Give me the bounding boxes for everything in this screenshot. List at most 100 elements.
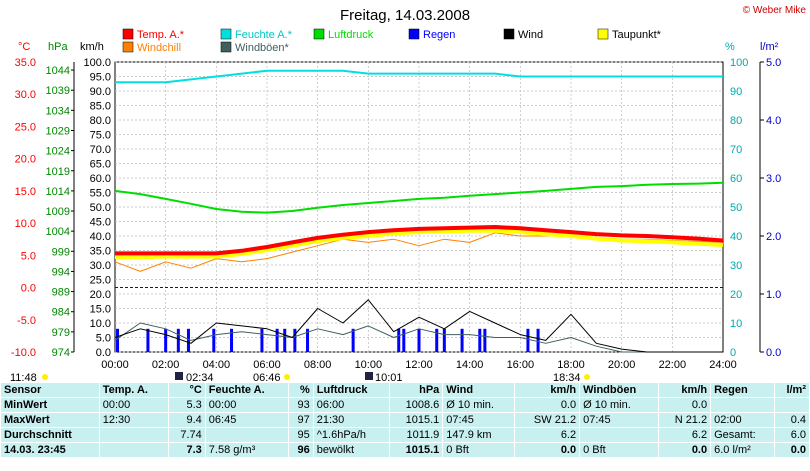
table-cell: 7.58 g/m³ <box>205 443 288 457</box>
pct-tick-label: 90 <box>730 86 742 98</box>
left-time-label: 11:48 <box>10 372 37 382</box>
weather-chart: Freitag, 14.03.2008 © Weber Mike Temp. A… <box>10 5 806 382</box>
table-cell: 1008.6 <box>389 398 443 412</box>
rain-bar <box>283 328 287 352</box>
table-cell <box>580 428 659 442</box>
x-tick-label: 04:00 <box>203 359 231 371</box>
table-cell: SW 21.2 <box>515 413 580 427</box>
hpa-tick-label: 974 <box>52 347 70 359</box>
rain-bar <box>164 328 168 352</box>
x-axis: 00:00 02:00 04:00 06:00 08:00 10:00 12:00 14:00… <box>101 359 737 371</box>
hpa-tick-label: 994 <box>52 266 70 278</box>
header-cell: Wind <box>443 383 515 397</box>
kmh-tick-label: 75.0 <box>90 130 111 142</box>
table-cell <box>99 443 168 457</box>
pct-tick-label: 0 <box>730 347 736 359</box>
rain-bar <box>536 328 540 352</box>
rain-tick-label: 1.0 <box>766 289 781 301</box>
kmh-tick-label: 85.0 <box>90 101 111 113</box>
table-cell: 02:00 <box>711 413 775 427</box>
hpa-tick-label: 1009 <box>46 206 70 218</box>
hpa-tick-label: 1004 <box>46 226 70 238</box>
series-taupunkt-line <box>115 228 724 260</box>
kmh-tick-label: 80.0 <box>90 115 111 127</box>
pct-axis-unit: % <box>725 41 735 53</box>
header-cell: Regen <box>711 383 775 397</box>
rain-bar <box>275 328 279 352</box>
row-label: MaxWert <box>1 413 99 427</box>
table-cell: 1015.1 <box>389 443 443 457</box>
table-cell: bewölkt <box>313 443 389 457</box>
rain-bar <box>293 328 297 352</box>
table-cell: 00:00 <box>99 398 168 412</box>
rain-tick-label: 0.0 <box>766 347 781 359</box>
temp-tick-label: 35.0 <box>15 57 36 69</box>
header-cell: Luftdruck <box>313 383 389 397</box>
table-cell: N 21.2 <box>659 413 711 427</box>
moonset-label: 10:01 <box>375 372 403 382</box>
pct-tick-label: 60 <box>730 173 742 185</box>
table-row: Durchschnitt 7.74 95 ^1.6hPa/h 1011.9 147.9 k… <box>1 428 809 442</box>
kmh-tick-label: 70.0 <box>90 144 111 156</box>
table-cell: Ø 10 min. <box>580 398 659 412</box>
table-cell: 12:30 <box>99 413 168 427</box>
table-row: 14.03. 23:45 7.3 7.58 g/m³ 96 bewölkt 1015.1 0… <box>1 443 809 457</box>
sunrise-icon <box>284 374 290 380</box>
pct-tick-label: 50 <box>730 202 742 214</box>
table-cell: 00:00 <box>205 398 288 412</box>
legend-swatch <box>408 28 420 40</box>
legend-label: Windchill <box>137 42 181 54</box>
temp-axis-unit: °C <box>18 41 30 53</box>
kmh-tick-label: 100.0 <box>83 57 111 69</box>
legend-swatch <box>122 28 134 40</box>
hpa-tick-label: 999 <box>52 246 70 258</box>
header-cell: Windböen <box>580 383 659 397</box>
legend-swatch <box>220 41 232 53</box>
series-windb-en-line <box>114 322 723 353</box>
kmh-tick-label: 40.0 <box>90 231 111 243</box>
kmh-axis-unit: km/h <box>80 41 104 53</box>
table-cell: 1011.9 <box>389 428 443 442</box>
table-cell <box>775 398 809 412</box>
sun-icon <box>42 374 48 380</box>
pct-tick-label: 10 <box>730 318 742 330</box>
rain-bar <box>260 328 264 352</box>
table-cell: 0.0 <box>515 398 580 412</box>
hpa-tick-label: 1029 <box>46 125 70 137</box>
pct-tick-label: 80 <box>730 115 742 127</box>
table-cell: 6.0 <box>775 428 809 442</box>
header-cell: Feuchte A. <box>205 383 288 397</box>
rain-bar <box>306 328 310 352</box>
rain-tick-label: 5.0 <box>766 57 781 69</box>
temp-tick-label: -5.0 <box>17 315 36 327</box>
legend-label: Windböen* <box>235 42 290 54</box>
x-tick-label: 24:00 <box>709 359 737 371</box>
kmh-tick-label: 65.0 <box>90 159 111 171</box>
table-cell: 1015.1 <box>389 413 443 427</box>
table-cell: 0.0 <box>659 443 711 457</box>
rain-bar <box>417 328 421 352</box>
kmh-tick-label: 10.0 <box>90 318 111 330</box>
hpa-axis: 1044 1039 1034 1029 1024 1019 1014 1009 1004 999 9… <box>46 62 75 359</box>
table-cell: 93 <box>288 398 313 412</box>
x-tick-label: 16:00 <box>507 359 535 371</box>
hpa-tick-label: 1039 <box>46 85 70 97</box>
chart-title: Freitag, 14.03.2008 <box>340 7 470 24</box>
x-tick-label: 20:00 <box>608 359 636 371</box>
table-cell <box>711 398 775 412</box>
series-temp-a-line <box>115 225 724 256</box>
row-label: MinWert <box>1 398 99 412</box>
rain-bar <box>176 328 180 352</box>
header-cell: km/h <box>515 383 580 397</box>
rain-tick-label: 4.0 <box>766 115 781 127</box>
rain-bar <box>186 328 190 352</box>
table-cell: 0.0 <box>515 443 580 457</box>
header-cell: % <box>288 383 313 397</box>
rain-tick-label: 3.0 <box>766 173 781 185</box>
kmh-tick-label: 30.0 <box>90 260 111 272</box>
kmh-tick-label: 5.0 <box>96 333 111 345</box>
table-header-row: Sensor Temp. A. °C Feuchte A. % Luftdruc… <box>1 383 809 397</box>
table-cell: 0 Bft <box>580 443 659 457</box>
moonrise-icon <box>175 372 183 380</box>
